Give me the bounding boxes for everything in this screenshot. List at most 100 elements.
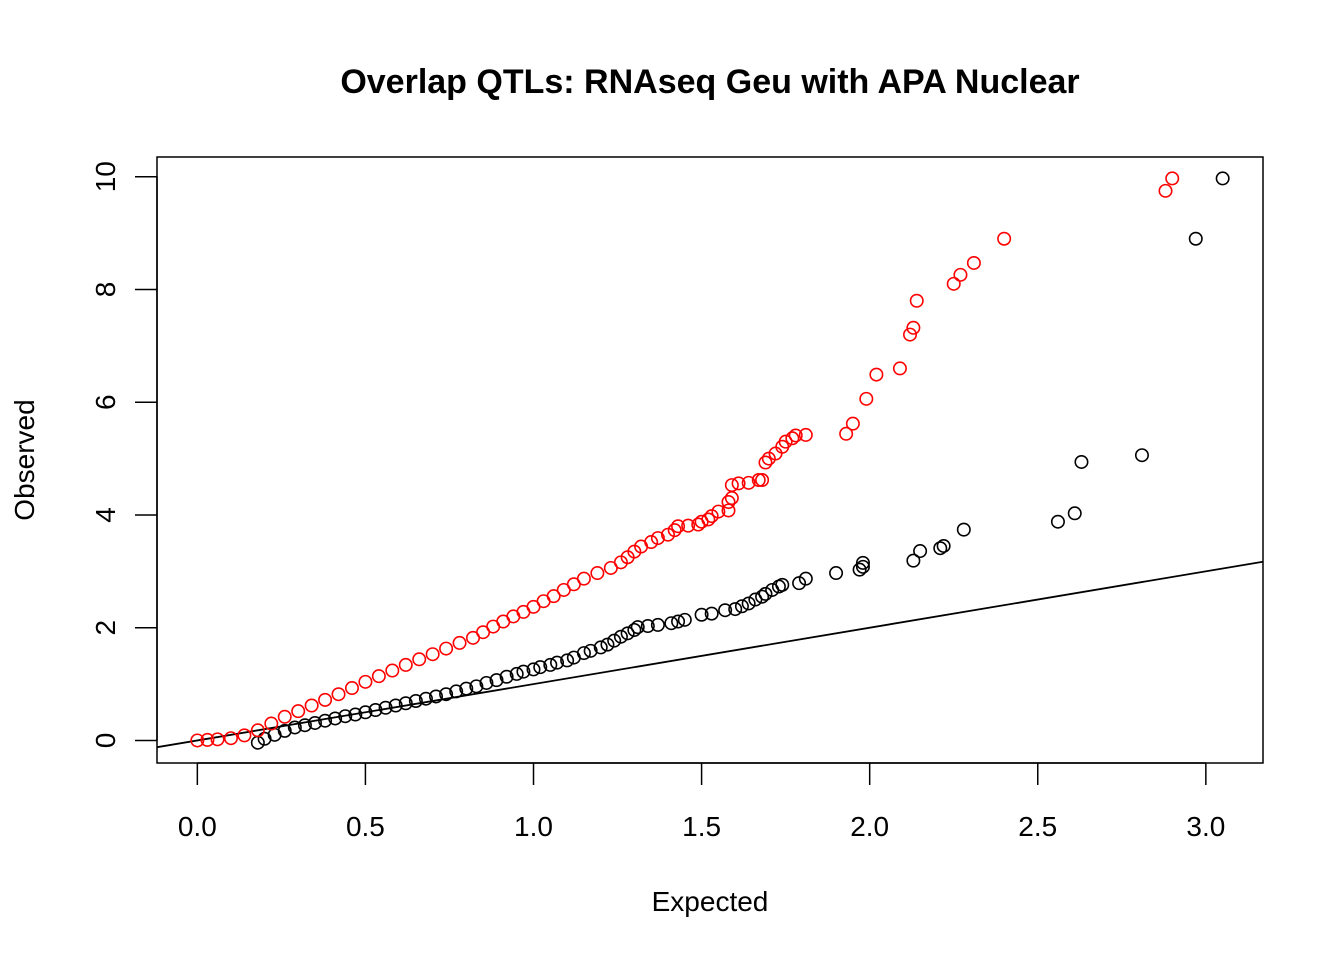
data-point — [946, 276, 961, 291]
data-point — [368, 703, 383, 718]
data-point — [566, 650, 581, 665]
data-point — [348, 707, 363, 722]
y-tick-label: 0 — [90, 733, 121, 749]
data-point — [640, 619, 655, 634]
data-point — [250, 723, 265, 738]
plot-area — [157, 171, 1263, 750]
data-point — [489, 673, 504, 688]
y-axis: 0 2 4 6 8 10 — [90, 161, 158, 749]
data-point — [671, 614, 686, 629]
data-point — [439, 687, 454, 702]
data-point — [358, 674, 373, 689]
x-axis-label: Expected — [652, 886, 769, 917]
data-point — [237, 728, 252, 743]
data-point — [449, 684, 464, 699]
data-point — [660, 527, 675, 542]
data-point — [385, 663, 400, 678]
data-point — [785, 431, 800, 446]
data-point — [755, 473, 770, 488]
data-point — [264, 716, 279, 731]
data-point — [721, 503, 736, 518]
data-point — [1158, 183, 1173, 198]
data-point — [829, 566, 844, 581]
data-point — [892, 361, 907, 376]
data-point — [200, 732, 215, 747]
data-point — [590, 566, 605, 581]
y-tick-label: 4 — [90, 507, 121, 523]
data-point — [509, 666, 524, 681]
data-point — [1074, 454, 1089, 469]
data-point — [418, 691, 433, 706]
data-point — [408, 693, 423, 708]
data-point — [210, 732, 225, 747]
data-point — [748, 592, 763, 607]
x-tick-label: 3.0 — [1186, 811, 1225, 842]
data-point — [556, 582, 571, 597]
data-point — [630, 620, 645, 635]
data-point — [694, 514, 709, 529]
data-point — [603, 560, 618, 575]
x-tick-label: 2.0 — [850, 811, 889, 842]
data-point — [839, 426, 854, 441]
data-point — [731, 476, 746, 491]
series-0 — [250, 171, 1230, 750]
data-point — [997, 231, 1012, 246]
data-point — [798, 427, 813, 442]
data-point — [724, 491, 739, 506]
data-point — [550, 655, 565, 670]
data-point — [526, 662, 541, 677]
x-tick-label: 1.0 — [514, 811, 553, 842]
data-point — [439, 641, 454, 656]
data-point — [691, 517, 706, 532]
data-point — [933, 541, 948, 556]
data-point — [694, 607, 709, 622]
y-axis-label: Observed — [9, 399, 40, 520]
plot-frame — [156, 156, 1264, 764]
data-point — [913, 544, 928, 559]
x-tick-label: 0.0 — [178, 811, 217, 842]
data-point — [358, 705, 373, 720]
data-point — [953, 267, 968, 282]
data-point — [855, 555, 870, 570]
data-point — [650, 617, 665, 632]
data-point — [751, 473, 766, 488]
data-point — [398, 657, 413, 672]
data-point — [852, 562, 867, 577]
data-point — [1050, 514, 1065, 529]
data-point — [257, 731, 272, 746]
data-point — [855, 559, 870, 574]
data-point — [600, 637, 615, 652]
data-point — [499, 669, 514, 684]
data-point — [721, 494, 736, 509]
data-point — [620, 626, 635, 641]
x-tick-label: 2.5 — [1018, 811, 1057, 842]
data-point — [479, 675, 494, 690]
data-point — [331, 687, 346, 702]
data-point — [906, 553, 921, 568]
data-point — [671, 519, 686, 534]
data-point — [465, 630, 480, 645]
data-point — [297, 718, 312, 733]
data-point — [516, 664, 531, 679]
data-point — [718, 603, 733, 618]
data-point — [677, 612, 692, 627]
data-point — [304, 698, 319, 713]
data-point — [956, 522, 971, 537]
data-point — [755, 589, 770, 604]
x-tick-label: 1.5 — [682, 811, 721, 842]
data-point — [328, 711, 343, 726]
data-point — [412, 652, 427, 667]
y-tick-label: 6 — [90, 394, 121, 410]
data-point — [583, 643, 598, 658]
y-tick-label: 2 — [90, 620, 121, 636]
data-point — [664, 616, 679, 631]
reference-line — [157, 560, 1263, 749]
data-point — [533, 660, 548, 675]
y-tick-label: 8 — [90, 282, 121, 298]
data-point — [398, 696, 413, 711]
data-point — [704, 606, 719, 621]
data-point — [761, 451, 776, 466]
data-point — [788, 428, 803, 443]
data-point — [560, 653, 575, 668]
data-point — [1215, 171, 1230, 186]
